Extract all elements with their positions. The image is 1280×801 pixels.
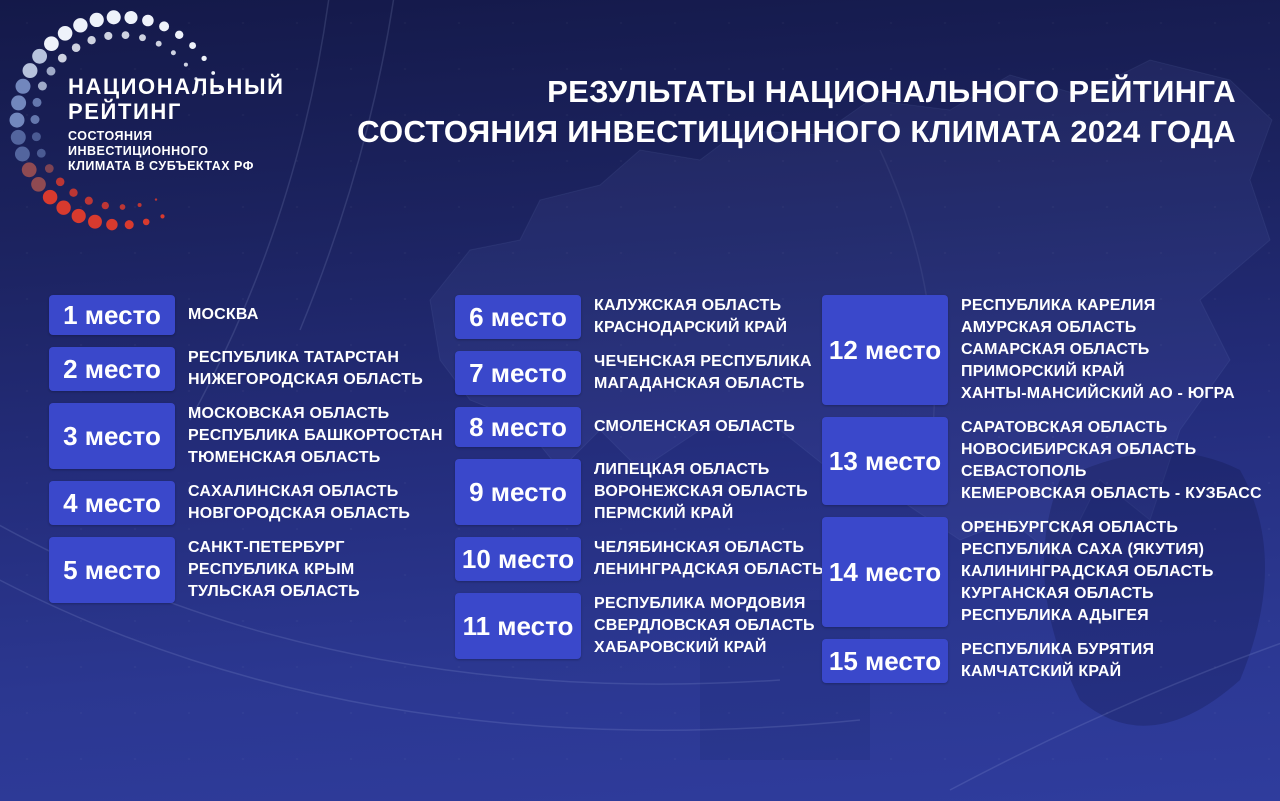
logo-subtitle: СОСТОЯНИЯ ИНВЕСТИЦИОННОГО КЛИМАТА В СУБЪ…	[68, 129, 254, 173]
place-badge: 3 место	[49, 403, 175, 469]
rank-row: 10 место ЧЕЛЯБИНСКАЯ ОБЛАСТЬ ЛЕНИНГРАДСКА…	[455, 537, 824, 581]
region-list: РЕСПУБЛИКА БУРЯТИЯ КАМЧАТСКИЙ КРАЙ	[961, 639, 1154, 683]
rank-row: 11 место РЕСПУБЛИКА МОРДОВИЯ СВЕРДЛОВСКАЯ…	[455, 593, 821, 659]
rank-row: 9 место ЛИПЕЦКАЯ ОБЛАСТЬ ВОРОНЕЖСКАЯ ОБЛА…	[455, 459, 821, 525]
logo-dots-ring-icon	[9, 10, 221, 231]
logo: НАЦИОНАЛЬНЫЙ РЕЙТИНГ СОСТОЯНИЯ ИНВЕСТИЦИ…	[8, 2, 308, 247]
ranking-column-3: 12 место РЕСПУБЛИКА КАРЕЛИЯ АМУРСКАЯ ОБЛА…	[822, 295, 1280, 695]
region-name: СМОЛЕНСКАЯ ОБЛАСТЬ	[594, 418, 795, 435]
region-name: РЕСПУБЛИКА БАШКОРТОСТАН	[188, 427, 443, 444]
region-name: САРАТОВСКАЯ ОБЛАСТЬ	[961, 419, 1168, 436]
rank-row: 3 место МОСКОВСКАЯ ОБЛАСТЬ РЕСПУБЛИКА БАШ…	[49, 403, 449, 469]
region-list: РЕСПУБЛИКА МОРДОВИЯ СВЕРДЛОВСКАЯ ОБЛАСТЬ Х…	[594, 593, 815, 659]
place-badge: 13 место	[822, 417, 948, 505]
rank-row: 4 место САХАЛИНСКАЯ ОБЛАСТЬ НОВГОРОДСКАЯ …	[49, 481, 449, 525]
rank-row: 14 место ОРЕНБУРГСКАЯ ОБЛАСТЬ РЕСПУБЛИКА …	[822, 517, 1280, 627]
slide-title-line2: СОСТОЯНИЯ ИНВЕСТИЦИОННОГО КЛИМАТА 2024 Г…	[357, 114, 1236, 149]
place-badge: 4 место	[49, 481, 175, 525]
logo-title: НАЦИОНАЛЬНЫЙ РЕЙТИНГ	[68, 74, 285, 124]
region-name: МАГАДАНСКАЯ ОБЛАСТЬ	[594, 375, 805, 392]
region-name: ХАНТЫ-МАНСИЙСКИЙ АО - ЮГРА	[961, 385, 1235, 402]
region-name: РЕСПУБЛИКА САХА (ЯКУТИЯ)	[961, 541, 1205, 558]
region-list: САНКТ-ПЕТЕРБУРГ РЕСПУБЛИКА КРЫМ ТУЛЬСКАЯ О…	[188, 537, 360, 603]
region-name: ОРЕНБУРГСКАЯ ОБЛАСТЬ	[961, 519, 1179, 536]
region-name: МОСКВА	[188, 306, 259, 323]
region-name: РЕСПУБЛИКА КРЫМ	[188, 561, 355, 578]
region-list: САРАТОВСКАЯ ОБЛАСТЬ НОВОСИБИРСКАЯ ОБЛАСТЬ…	[961, 417, 1262, 505]
region-name: НИЖЕГОРОДСКАЯ ОБЛАСТЬ	[188, 371, 423, 388]
place-badge: 12 место	[822, 295, 948, 405]
region-name: РЕСПУБЛИКА БУРЯТИЯ	[961, 641, 1155, 658]
region-name: ПРИМОРСКИЙ КРАЙ	[961, 363, 1125, 380]
place-badge: 8 место	[455, 407, 581, 447]
place-badge: 14 место	[822, 517, 948, 627]
region-name: ТУЛЬСКАЯ ОБЛАСТЬ	[188, 583, 360, 600]
place-badge: 1 место	[49, 295, 175, 335]
region-name: АМУРСКАЯ ОБЛАСТЬ	[961, 319, 1137, 336]
rank-row: 5 место САНКТ-ПЕТЕРБУРГ РЕСПУБЛИКА КРЫМ ТУ…	[49, 537, 449, 603]
region-name: ПЕРМСКИЙ КРАЙ	[594, 505, 734, 522]
place-badge: 6 место	[455, 295, 581, 339]
region-list: МОСКОВСКАЯ ОБЛАСТЬ РЕСПУБЛИКА БАШКОРТОСТА…	[188, 403, 443, 469]
region-name: ЛЕНИНГРАДСКАЯ ОБЛАСТЬ	[594, 561, 824, 578]
region-list: ЛИПЕЦКАЯ ОБЛАСТЬ ВОРОНЕЖСКАЯ ОБЛАСТЬ ПЕРМС…	[594, 459, 808, 525]
rank-row: 13 место САРАТОВСКАЯ ОБЛАСТЬ НОВОСИБИРСКА…	[822, 417, 1280, 505]
place-badge: 10 место	[455, 537, 581, 581]
region-name: ЧЕЛЯБИНСКАЯ ОБЛАСТЬ	[594, 539, 805, 556]
region-name: КУРГАНСКАЯ ОБЛАСТЬ	[961, 585, 1154, 602]
rank-row: 7 место ЧЕЧЕНСКАЯ РЕСПУБЛИКА МАГАДАНСКАЯ …	[455, 351, 821, 395]
region-list: РЕСПУБЛИКА ТАТАРСТАН НИЖЕГОРОДСКАЯ ОБЛАСТ…	[188, 347, 423, 391]
ranking-column-1: 1 место МОСКВА 2 место РЕСПУБЛИКА ТАТАРС…	[49, 295, 449, 615]
region-list: САХАЛИНСКАЯ ОБЛАСТЬ НОВГОРОДСКАЯ ОБЛАСТЬ	[188, 481, 410, 525]
region-list: МОСКВА	[188, 304, 259, 326]
region-name: НОВОСИБИРСКАЯ ОБЛАСТЬ	[961, 441, 1197, 458]
region-list: ЧЕЧЕНСКАЯ РЕСПУБЛИКА МАГАДАНСКАЯ ОБЛАСТЬ	[594, 351, 812, 395]
map-shadow-blob	[1044, 452, 1265, 726]
region-list: ОРЕНБУРГСКАЯ ОБЛАСТЬ РЕСПУБЛИКА САХА (ЯКУ…	[961, 517, 1214, 627]
region-name: РЕСПУБЛИКА ТАТАРСТАН	[188, 349, 400, 366]
region-list: КАЛУЖСКАЯ ОБЛАСТЬ КРАСНОДАРСКИЙ КРАЙ	[594, 295, 787, 339]
region-name: КАЛУЖСКАЯ ОБЛАСТЬ	[594, 297, 782, 314]
region-name: СЕВАСТОПОЛЬ	[961, 463, 1087, 480]
region-name: МОСКОВСКАЯ ОБЛАСТЬ	[188, 405, 390, 422]
region-name: ВОРОНЕЖСКАЯ ОБЛАСТЬ	[594, 483, 808, 500]
region-name: ЧЕЧЕНСКАЯ РЕСПУБЛИКА	[594, 353, 812, 370]
region-name: САХАЛИНСКАЯ ОБЛАСТЬ	[188, 483, 399, 500]
place-badge: 2 место	[49, 347, 175, 391]
region-list: РЕСПУБЛИКА КАРЕЛИЯ АМУРСКАЯ ОБЛАСТЬ САМАРС…	[961, 295, 1235, 405]
place-badge: 11 место	[455, 593, 581, 659]
region-list: СМОЛЕНСКАЯ ОБЛАСТЬ	[594, 416, 795, 438]
region-name: ХАБАРОВСКИЙ КРАЙ	[594, 639, 767, 656]
region-name: РЕСПУБЛИКА АДЫГЕЯ	[961, 607, 1149, 624]
place-badge: 5 место	[49, 537, 175, 603]
rank-row: 1 место МОСКВА	[49, 295, 449, 335]
region-name: НОВГОРОДСКАЯ ОБЛАСТЬ	[188, 505, 411, 522]
region-name: САНКТ-ПЕТЕРБУРГ	[188, 539, 345, 556]
place-badge: 7 место	[455, 351, 581, 395]
region-name: СВЕРДЛОВСКАЯ ОБЛАСТЬ	[594, 617, 815, 634]
region-list: ЧЕЛЯБИНСКАЯ ОБЛАСТЬ ЛЕНИНГРАДСКАЯ ОБЛАСТЬ	[594, 537, 824, 581]
region-name: ТЮМЕНСКАЯ ОБЛАСТЬ	[188, 449, 381, 466]
logo-text: НАЦИОНАЛЬНЫЙ РЕЙТИНГ СОСТОЯНИЯ ИНВЕСТИЦИ…	[68, 74, 285, 174]
rank-row: 12 место РЕСПУБЛИКА КАРЕЛИЯ АМУРСКАЯ ОБЛА…	[822, 295, 1280, 405]
region-name: САМАРСКАЯ ОБЛАСТЬ	[961, 341, 1150, 358]
place-badge: 15 место	[822, 639, 948, 683]
region-name: КАЛИНИНГРАДСКАЯ ОБЛАСТЬ	[961, 563, 1214, 580]
region-name: РЕСПУБЛИКА МОРДОВИЯ	[594, 595, 806, 612]
rank-row: 15 место РЕСПУБЛИКА БУРЯТИЯ КАМЧАТСКИЙ КР…	[822, 639, 1280, 683]
region-name: КРАСНОДАРСКИЙ КРАЙ	[594, 319, 788, 336]
slide-title: РЕЗУЛЬТАТЫ НАЦИОНАЛЬНОГО РЕЙТИНГА СОСТОЯ…	[357, 72, 1236, 152]
slide-title-line1: РЕЗУЛЬТАТЫ НАЦИОНАЛЬНОГО РЕЙТИНГА	[547, 74, 1236, 109]
rank-row: 8 место СМОЛЕНСКАЯ ОБЛАСТЬ	[455, 407, 821, 447]
region-name: ЛИПЕЦКАЯ ОБЛАСТЬ	[594, 461, 770, 478]
region-name: РЕСПУБЛИКА КАРЕЛИЯ	[961, 297, 1156, 314]
region-name: КЕМЕРОВСКАЯ ОБЛАСТЬ - КУЗБАСС	[961, 485, 1262, 502]
ranking-column-2: 6 место КАЛУЖСКАЯ ОБЛАСТЬ КРАСНОДАРСКИЙ К…	[455, 295, 824, 671]
rank-row: 2 место РЕСПУБЛИКА ТАТАРСТАН НИЖЕГОРОДСКА…	[49, 347, 449, 391]
place-badge: 9 место	[455, 459, 581, 525]
region-name: КАМЧАТСКИЙ КРАЙ	[961, 663, 1122, 680]
rank-row: 6 место КАЛУЖСКАЯ ОБЛАСТЬ КРАСНОДАРСКИЙ К…	[455, 295, 821, 339]
